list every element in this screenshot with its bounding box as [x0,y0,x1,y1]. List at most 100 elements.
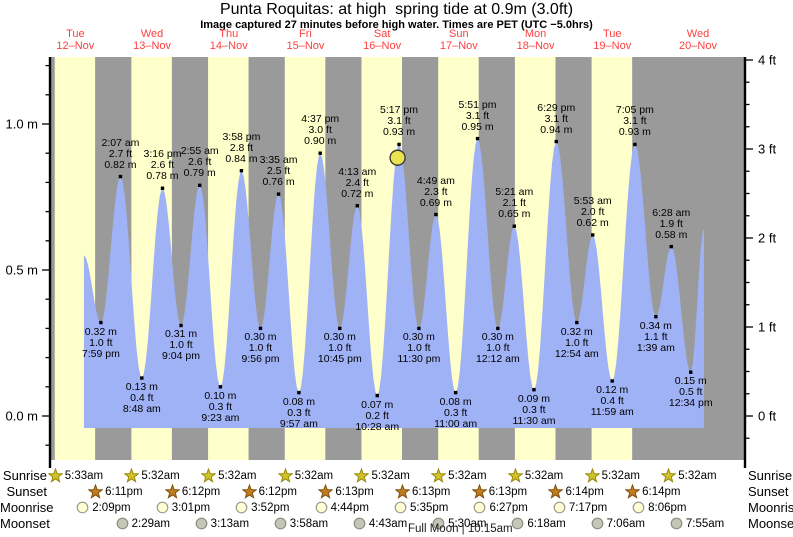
day-label: Thu 14–Nov [209,28,248,52]
moonset-circle-icon [670,517,683,530]
moonrise-time: 5:35pm [409,501,449,514]
sunrise-label-right: Sunrise [748,468,793,483]
day-label: Sun 17–Nov [439,28,478,52]
tide-annotation-high: 5:21 am 2.1 ft 0.65 m [495,186,534,221]
sunset-time: 6:12pm [258,485,297,498]
sunrise-star-icon [47,467,64,484]
tide-annotation-high: 3:16 pm 2.6 ft 0.78 m [143,148,182,183]
tide-annotation-low: 0.31 m 1.0 ft 9:04 pm [162,328,200,363]
sunrise-star-icon [123,467,140,484]
current-time-marker [389,149,406,166]
tide-extreme-dot [297,390,301,395]
moonset-entry: 3:58am [273,515,329,530]
sunrise-star-icon [353,467,371,484]
moonrise-label-left: Moonrise [0,500,54,515]
moonrise-time: 8:06pm [648,501,687,514]
sunrise-entry: 5:32am [507,467,563,484]
tide-annotation-low: 0.12 m 0.4 ft 11:59 am [590,383,634,418]
sunset-entry: 6:13pm [317,483,374,500]
tide-annotation-low: 0.30 m 1.0 ft 10:45 pm [317,331,362,366]
tide-extreme-dot [99,320,103,325]
tide-extreme-dot [496,326,500,331]
sunset-star-icon [394,483,411,500]
tide-annotation-high: 4:49 am 2.3 ft 0.69 m [416,174,455,209]
moonset-time: 2:29am [131,517,170,530]
moonset-circle-icon [353,517,366,530]
sunrise-star-icon [584,467,601,484]
moonset-time: 6:18am [527,517,566,530]
sunset-time: 6:13pm [412,485,451,498]
moonset-label-right: Moonset [748,516,793,531]
moonset-entry: 4:43am [352,515,407,530]
tide-extreme-dot [397,142,401,147]
sunrise-time: 5:32am [141,469,180,482]
y-axis-label-left: 0.0 m [5,409,38,424]
page-subtitle: Image captured 27 minutes before high wa… [200,19,593,31]
sunrise-entry: 5:32am [430,467,487,484]
tide-annotation-low: 0.13 m 0.4 ft 8:48 am [122,381,161,416]
moonset-entry: 7:06am [590,515,645,530]
sunrise-star-icon [277,467,294,484]
moonset-entry: 6:18am [510,515,566,530]
sunrise-star-icon [200,467,217,484]
sunset-star-icon [547,483,565,500]
tide-annotation-high: 4:37 pm 3.0 ft 0.90 m [301,113,340,148]
tide-extreme-dot [417,326,421,331]
tide-extreme-dot [118,174,123,179]
moonrise-circle-icon [474,501,486,514]
moonrise-time: 4:44pm [330,501,369,514]
sunset-time: 6:13pm [488,485,528,498]
y-axis-label-right: 1 ft [758,319,776,334]
day-label: Tue 19–Nov [593,28,632,52]
moonrise-circle-icon [235,501,248,514]
tide-annotation-low: 0.32 m 1.0 ft 12:54 am [554,325,599,360]
tide-extreme-dot [554,139,558,144]
moonrise-entry: 3:01pm [155,499,210,514]
moonset-circle-icon [432,517,445,530]
tide-extreme-dot [591,233,595,237]
day-label: Mon 18–Nov [516,28,555,52]
sunrise-entry: 5:32am [200,467,257,484]
tide-annotation-low: 0.07 m 0.2 ft 10:28 am [355,398,400,433]
moonset-entry: 7:55am [669,515,725,530]
tide-annotation-high: 2:55 am 2.6 ft 0.79 m [180,145,219,180]
tide-annotation-low: 0.30 m 1.0 ft 12:12 am [475,331,520,366]
moonset-time: 3:58am [289,517,329,530]
moonset-time: 7:55am [685,517,725,530]
sunset-time: 6:13pm [335,485,374,498]
sunrise-time: 5:32am [218,469,257,482]
moonrise-entry: 5:35pm [393,499,449,514]
sunset-star-icon [241,483,258,500]
tide-annotation-high: 4:13 am 2.4 ft 0.72 m [338,165,377,200]
moonrise-circle-icon [553,501,566,514]
moonset-circle-icon [195,517,208,530]
tide-annotation-low: 0.30 m 1.0 ft 9:56 pm [241,331,280,366]
tide-annotation-high: 5:53 am 2.0 ft 0.62 m [573,194,612,229]
y-axis-label-right: 0 ft [758,409,776,424]
y-axis-label-right: 4 ft [758,52,776,67]
day-label: Fri 15–Nov [286,28,325,52]
sunrise-star-icon [507,467,524,484]
tide-extreme-dot [198,183,202,188]
tide-extreme-dot [575,320,579,325]
tide-annotation-low: 0.10 m 0.3 ft 9:23 am [201,389,240,424]
day-label: Tue 12–Nov [56,28,95,52]
tide-annotation-high: 7:05 pm 3.1 ft 0.93 m [615,104,654,139]
sunrise-entry: 5:32am [353,467,410,484]
page-title: Punta Roquitas: at high spring tide at 0… [219,1,574,18]
moonrise-entry: 7:17pm [552,499,607,514]
y-axis-label-right: 3 ft [758,141,776,156]
tide-annotation-high: 6:29 pm 3.1 ft 0.94 m [537,101,576,136]
sunset-entry: 6:12pm [164,483,220,500]
moonrise-time: 3:52pm [251,501,290,514]
moonrise-circle-icon [394,501,407,514]
moonset-entry: 3:13am [194,515,249,530]
sunset-label-left: Sunset [6,484,47,499]
sunrise-time: 5:32am [601,469,640,482]
moonset-entry: 2:29am [115,515,170,530]
moonset-time: 7:06am [606,517,645,530]
sunrise-star-icon [660,467,677,484]
tide-annotation-low: 0.34 m 1.1 ft 1:39 am [636,319,675,354]
sunset-time: 6:11pm [105,485,143,498]
